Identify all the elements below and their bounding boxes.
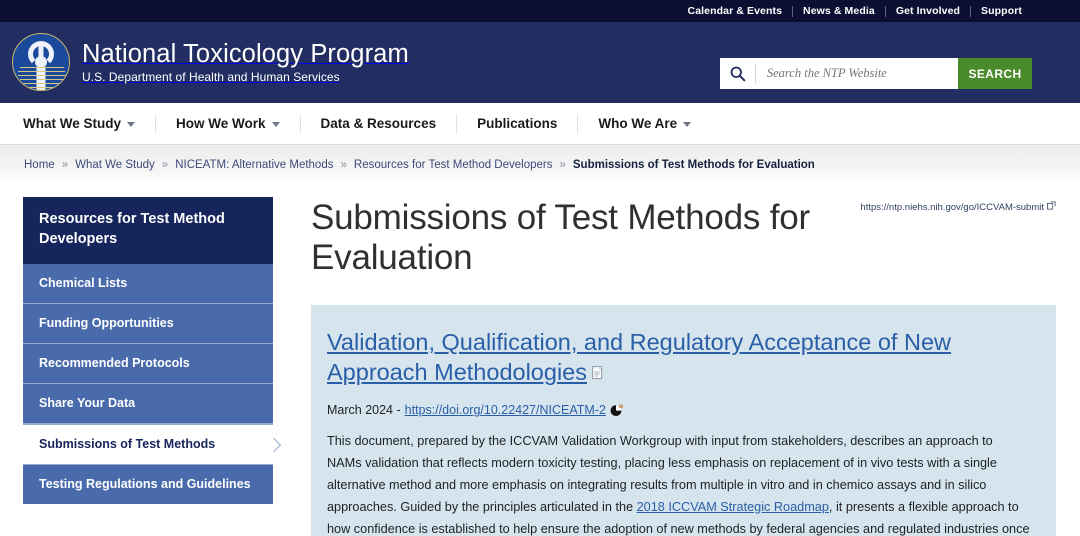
search-button[interactable]: SEARCH [958,58,1032,89]
breadcrumb-item-current: Submissions of Test Methods for Evaluati… [572,159,815,171]
site-masthead: National Toxicology Program U.S. Departm… [0,22,1080,103]
search-field[interactable] [720,58,958,89]
utility-link-get-involved[interactable]: Get Involved [895,5,961,17]
sidebar: Resources for Test Method Developers Che… [23,197,273,536]
main-navigation: What We Study How We Work Data & Resourc… [0,103,1080,145]
sidebar-item-testing-regulations-and-guidelines[interactable]: Testing Regulations and Guidelines [23,465,273,505]
description-part-2: , it presents a flexible approach to how… [327,499,1030,536]
description-part-1: This document, prepared by the ICCVAM Va… [327,434,997,514]
nav-divider [299,113,301,134]
search-divider [755,64,756,83]
sidebar-item-submissions-of-test-methods[interactable]: Submissions of Test Methods [23,424,273,466]
sidebar-item-share-your-data[interactable]: Share Your Data [23,384,273,425]
breadcrumb-separator: » [559,159,566,171]
chevron-down-icon [127,122,136,127]
nav-item-label: What We Study [23,116,122,131]
brand-subtitle: U.S. Department of Health and Human Serv… [82,70,340,85]
nav-item-label: Data & Resources [320,116,437,131]
doi-external-icon [610,404,624,417]
nav-item-who-we-are[interactable]: Who We Are [578,103,711,144]
utility-link-calendar-events[interactable]: Calendar & Events [687,5,783,17]
utility-link-news-media[interactable]: News & Media [803,5,875,17]
nav-divider [155,113,157,134]
chevron-down-icon [683,122,692,127]
document-date: March 2024 - [327,403,401,418]
nav-item-what-we-study[interactable]: What We Study [16,103,155,144]
breadcrumb: Home » What We Study » NICEATM: Alternat… [0,145,1080,185]
doi-link[interactable]: https://doi.org/10.22427/NICEATM-2 [404,403,606,418]
breadcrumb-item-resources[interactable]: Resources for Test Method Developers [353,159,553,171]
short-url-link[interactable]: https://ntp.niehs.nih.gov/go/ICCVAM-subm… [860,201,1056,213]
utility-divider [884,5,886,17]
document-description: This document, prepared by the ICCVAM Va… [327,431,1030,536]
document-title-link[interactable]: Validation, Qualification, and Regulator… [327,329,951,385]
breadcrumb-separator: » [340,159,347,171]
breadcrumb-separator: » [61,159,69,171]
nav-item-label: Who We Are [598,116,678,131]
sidebar-item-chemical-lists[interactable]: Chemical Lists [23,264,273,305]
site-logo-link[interactable]: National Toxicology Program U.S. Departm… [0,32,409,94]
strategic-roadmap-link[interactable]: 2018 ICCVAM Strategic Roadmap [636,499,829,514]
utility-divider [792,5,794,17]
breadcrumb-separator: » [161,159,169,171]
breadcrumb-item-what-we-study[interactable]: What We Study [75,159,155,171]
main-content: https://ntp.niehs.nih.gov/go/ICCVAM-subm… [273,197,1080,536]
hhs-ntp-seal-icon [10,32,72,94]
utility-bar: Calendar & Events News & Media Get Invol… [0,0,1080,22]
document-meta: March 2024 - https://doi.org/10.22427/NI… [327,403,1030,417]
search-input[interactable] [764,65,958,82]
nav-divider [577,113,579,134]
short-url-text: https://ntp.niehs.nih.gov/go/ICCVAM-subm… [860,201,1044,213]
site-search: SEARCH [720,58,1032,89]
sidebar-item-recommended-protocols[interactable]: Recommended Protocols [23,344,273,385]
pdf-document-icon [592,357,604,380]
utility-links: Calendar & Events News & Media Get Invol… [678,5,1032,17]
external-link-icon [1047,201,1056,213]
featured-document-callout: Validation, Qualification, and Regulator… [311,305,1056,536]
nav-item-how-we-work[interactable]: How We Work [156,103,300,144]
chevron-down-icon [271,122,280,127]
nav-divider [456,113,458,134]
nav-item-label: How We Work [176,116,266,131]
sidebar-heading: Resources for Test Method Developers [23,197,273,265]
brand-title: National Toxicology Program [82,39,409,68]
breadcrumb-item-home[interactable]: Home [24,159,55,171]
nav-item-data-resources[interactable]: Data & Resources [301,103,457,144]
page-title: Submissions of Test Methods for Evaluati… [311,198,810,277]
nav-item-label: Publications [477,116,558,131]
breadcrumb-item-niceatm[interactable]: NICEATM: Alternative Methods [175,159,334,171]
document-title-text: Validation, Qualification, and Regulator… [327,329,951,386]
utility-divider [970,5,972,17]
sidebar-item-funding-opportunities[interactable]: Funding Opportunities [23,304,273,345]
utility-link-support[interactable]: Support [981,5,1022,17]
page-body: Resources for Test Method Developers Che… [0,185,1080,536]
nav-item-publications[interactable]: Publications [457,103,577,144]
search-icon [729,65,746,82]
